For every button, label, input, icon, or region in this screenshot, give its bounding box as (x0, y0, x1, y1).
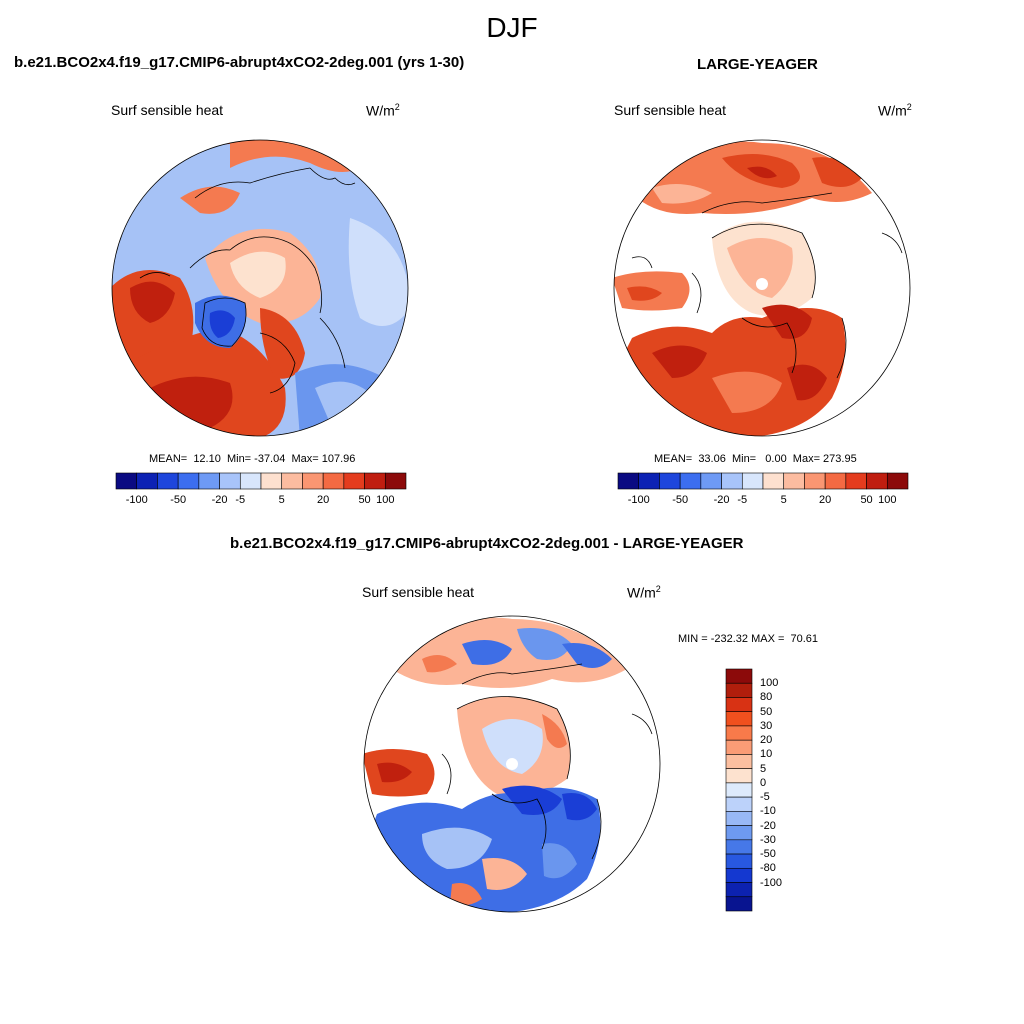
colorbar-swatch (260, 472, 283, 490)
colorbar-label: -5 (235, 494, 246, 506)
colorbar-label: -100 (760, 876, 783, 889)
colorbar-swatch (638, 472, 660, 490)
colorbar-label: 80 (760, 691, 773, 704)
colorbar-swatch (617, 472, 640, 490)
colorbar-swatch (725, 725, 753, 741)
colorbar-swatch (845, 472, 867, 490)
colorbar-swatch (721, 472, 743, 490)
colorbar-swatch (302, 472, 324, 490)
colorbar-swatch (384, 472, 407, 490)
colorbar-swatch (177, 472, 200, 490)
colorbar-label: 20 (819, 494, 832, 506)
colorbar-swatch (343, 472, 365, 490)
colorbar-label: -5 (760, 791, 770, 804)
panel-1-title: b.e21.BCO2x4.f19_g17.CMIP6-abrupt4xCO2-2… (14, 54, 465, 71)
panel-1-variable: Surf sensible heat (111, 102, 224, 118)
panel-2-stats: MEAN= 33.06 Min= 0.00 Max= 273.95 (654, 453, 857, 465)
colorbar-swatch (725, 754, 753, 769)
colorbar-label: 0 (760, 776, 767, 789)
colorbar-swatch (725, 882, 753, 898)
panel-3-variable: Surf sensible heat (362, 584, 475, 600)
colorbar-label: 5 (760, 762, 767, 775)
colorbar-label: -50 (672, 494, 689, 506)
colorbar-swatch (198, 472, 220, 490)
colorbar-label: 20 (317, 494, 330, 506)
colorbar-label: -20 (211, 494, 228, 506)
colorbar-label: 50 (760, 705, 773, 718)
panel-2-colorbar (617, 472, 909, 490)
colorbar-label: -30 (760, 833, 776, 846)
colorbar-swatch (725, 867, 753, 883)
colorbar-swatch (157, 472, 179, 490)
colorbar-swatch (725, 711, 753, 727)
page-title: DJF (486, 12, 538, 43)
panel-2-variable: Surf sensible heat (614, 102, 727, 118)
panel-1-colorbar (115, 472, 407, 490)
colorbar-swatch (783, 472, 805, 490)
colorbar-swatch (725, 896, 753, 912)
colorbar-label: 100 (878, 494, 897, 506)
colorbar-swatch (725, 839, 753, 855)
panel-2-title: LARGE-YEAGER (697, 56, 818, 73)
panel-1-stats: MEAN= 12.10 Min= -37.04 Max= 107.96 (149, 453, 356, 465)
colorbar-swatch (364, 472, 386, 490)
colorbar-swatch (725, 811, 753, 826)
colorbar-swatch (725, 682, 753, 698)
colorbar-swatch (322, 472, 345, 490)
colorbar-swatch (219, 472, 241, 490)
colorbar-swatch (762, 472, 785, 490)
colorbar-label: -100 (627, 494, 650, 506)
colorbar-label: 100 (376, 494, 395, 506)
colorbar-swatch (659, 472, 681, 490)
colorbar-label: 100 (760, 677, 779, 690)
panel-3-units: W/m2 (627, 584, 661, 601)
colorbar-swatch (886, 472, 909, 490)
colorbar-swatch (866, 472, 888, 490)
colorbar-swatch (239, 472, 262, 490)
colorbar-swatch (725, 825, 753, 841)
panel-3-stats: MIN = -232.32 MAX = 70.61 (678, 633, 819, 645)
colorbar-swatch (725, 853, 753, 869)
colorbar-label: 5 (780, 494, 787, 506)
colorbar-swatch (725, 668, 753, 684)
colorbar-swatch (725, 739, 753, 755)
colorbar-label: -80 (760, 862, 776, 875)
panel-3-colorbar-labels: 100 80 50 30 20 10 5 0 -5 -10 -20 -30 -50 -80 -100 (760, 669, 800, 911)
colorbar-swatch (725, 697, 753, 713)
colorbar-label: -20 (760, 819, 776, 832)
panel-3-map (363, 615, 661, 913)
colorbar-swatch (281, 472, 303, 490)
colorbar-swatch (115, 472, 138, 490)
colorbar-swatch (700, 472, 722, 490)
colorbar-label: 10 (760, 748, 773, 761)
colorbar-label: 30 (760, 719, 773, 732)
colorbar-label: -50 (170, 494, 187, 506)
panel-2-units: W/m2 (878, 102, 912, 119)
panel-3-title: b.e21.BCO2x4.f19_g17.CMIP6-abrupt4xCO2-2… (230, 535, 744, 552)
colorbar-label: 50 (860, 494, 873, 506)
colorbar-label: 50 (358, 494, 371, 506)
colorbar-label: 5 (278, 494, 285, 506)
colorbar-swatch (725, 768, 753, 784)
colorbar-swatch (804, 472, 826, 490)
colorbar-swatch (741, 472, 764, 490)
colorbar-swatch (824, 472, 847, 490)
colorbar-label: -50 (760, 848, 776, 861)
panel-1-map (111, 139, 409, 437)
colorbar-label: -10 (760, 805, 776, 818)
panel-1-colorbar-labels: -100 -50 -20 -5 5 20 50 100 (116, 494, 406, 508)
colorbar-label: 20 (760, 734, 773, 747)
colorbar-swatch (136, 472, 158, 490)
colorbar-swatch (725, 796, 753, 812)
colorbar-swatch (679, 472, 702, 490)
colorbar-label: -5 (737, 494, 748, 506)
panel-3-colorbar (725, 668, 753, 912)
colorbar-label: -20 (713, 494, 730, 506)
panel-2-map (613, 139, 911, 437)
colorbar-swatch (725, 782, 753, 798)
panel-1-units: W/m2 (366, 102, 400, 119)
panel-2-colorbar-labels: -100 -50 -20 -5 5 20 50 100 (618, 494, 908, 508)
colorbar-label: -100 (125, 494, 148, 506)
